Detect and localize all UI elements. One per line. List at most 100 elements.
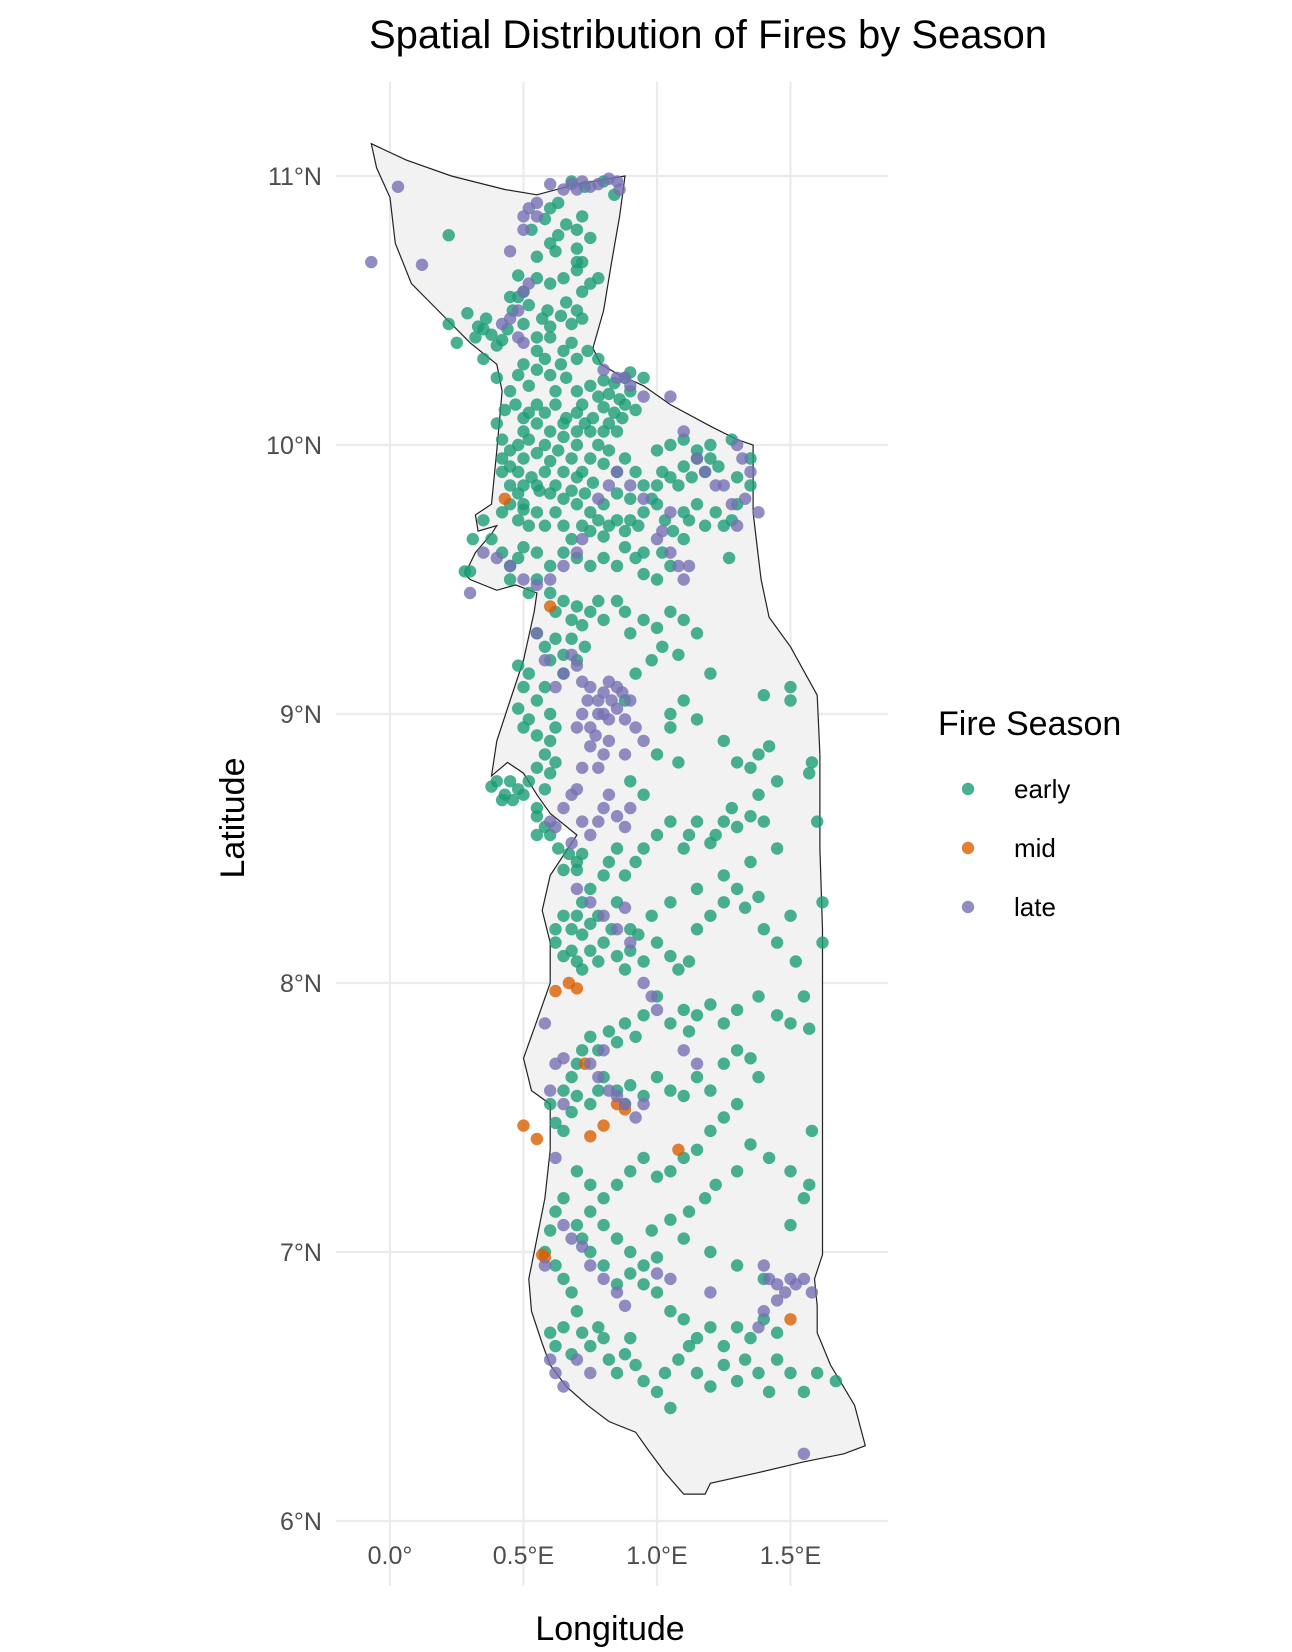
fire-point-early (770, 1326, 784, 1339)
fire-point-early (549, 1116, 562, 1130)
fire-point-early (677, 1089, 690, 1103)
fire-point-early (597, 1218, 610, 1232)
fire-point-late (503, 559, 517, 573)
fire-point-late (637, 390, 650, 403)
fire-point-late (549, 820, 562, 834)
fire-point-early (738, 901, 752, 914)
fire-point-early (549, 721, 562, 734)
fire-point-early (584, 1097, 597, 1111)
fire-point-early (797, 1385, 811, 1399)
fire-point-late (650, 532, 664, 546)
fire-point-early (672, 479, 685, 492)
fire-point-early (629, 667, 642, 680)
fire-point-early (664, 1305, 677, 1318)
fire-point-early (584, 452, 597, 465)
fire-point-late (664, 546, 677, 559)
fire-point-early (530, 479, 544, 492)
fire-point-early (618, 1348, 632, 1361)
fire-point-late (544, 1084, 557, 1097)
fire-point-late (616, 686, 629, 699)
fire-point-early (549, 1205, 562, 1218)
legend-key-late (961, 900, 975, 914)
fire-point-early (544, 202, 557, 215)
fire-point-late (610, 465, 624, 479)
fire-point-early (610, 1232, 624, 1245)
fire-point-late (570, 882, 584, 896)
fire-point-early (477, 514, 490, 527)
legend-label-mid: mid (1014, 833, 1056, 863)
fire-point-early (784, 694, 797, 707)
fire-point-early (730, 1374, 744, 1388)
fire-point-late (624, 936, 637, 949)
fire-point-early (512, 487, 525, 500)
fire-point-early (704, 836, 717, 850)
fire-point-early (565, 484, 578, 497)
fire-point-early (584, 1339, 597, 1353)
fire-point-early (690, 1331, 704, 1345)
fire-point-early (549, 506, 562, 519)
fire-point-early (490, 417, 503, 430)
fire-point-early (597, 1259, 610, 1272)
fire-point-late (677, 573, 690, 586)
fire-point-early (744, 855, 757, 869)
fire-point-late (618, 713, 632, 726)
fire-point-late (738, 492, 752, 505)
fire-point-early (592, 1084, 605, 1097)
fire-point-late (565, 836, 578, 850)
fire-point-early (637, 788, 650, 801)
fire-point-early (784, 1017, 797, 1030)
fire-point-early (709, 506, 722, 519)
fire-point-early (618, 541, 632, 554)
fire-point-early (752, 1070, 765, 1084)
fire-point-late (584, 1366, 597, 1380)
fire-point-early (570, 1305, 584, 1318)
legend-label-early: early (1014, 774, 1070, 804)
fire-point-early (744, 479, 757, 492)
fire-point-early (584, 1178, 597, 1192)
fire-point-early (829, 1374, 843, 1388)
fire-point-late (530, 196, 544, 210)
fire-point-late (597, 1272, 610, 1286)
fire-point-late (365, 255, 378, 269)
fire-point-early (557, 1272, 570, 1286)
fire-point-early (752, 748, 765, 761)
fire-point-early (530, 250, 544, 263)
fire-point-early (557, 594, 570, 608)
fire-point-late (624, 479, 637, 492)
fire-point-late (576, 707, 589, 721)
fire-point-early (565, 923, 578, 936)
fire-point-late (584, 740, 597, 753)
y-tick-label: 9°N (280, 701, 322, 729)
fire-point-early (541, 304, 554, 317)
fire-point-early (682, 828, 696, 842)
fire-point-early (752, 990, 765, 1003)
fire-point-early (530, 828, 544, 842)
fire-point-early (597, 613, 610, 627)
fire-point-early (602, 444, 616, 457)
fire-point-early (565, 336, 578, 349)
fire-point-late (592, 1070, 605, 1084)
x-axis-title: Longitude (535, 1610, 684, 1648)
fire-point-early (576, 255, 589, 269)
fire-point-early (650, 936, 664, 949)
fire-point-early (744, 1138, 757, 1151)
fire-point-early (650, 1070, 664, 1084)
fire-point-late (517, 223, 530, 236)
fire-point-early (618, 452, 632, 465)
fire-point-late (610, 1286, 624, 1299)
fire-point-early (690, 1009, 704, 1022)
fire-point-early (565, 1286, 578, 1299)
fire-point-early (637, 479, 650, 492)
fire-point-early (552, 842, 565, 855)
fire-point-early (704, 667, 717, 680)
fire-point-early (624, 1079, 637, 1092)
fire-point-early (544, 586, 557, 600)
fire-point-early (664, 1084, 677, 1097)
fire-point-late (624, 801, 637, 815)
fire-point-early (509, 398, 522, 411)
fire-point-early (576, 285, 589, 298)
fire-point-late (672, 559, 685, 573)
fire-point-early (784, 909, 797, 922)
fire-point-early (664, 896, 677, 909)
legend: Fire Season early mid late (938, 705, 1121, 922)
